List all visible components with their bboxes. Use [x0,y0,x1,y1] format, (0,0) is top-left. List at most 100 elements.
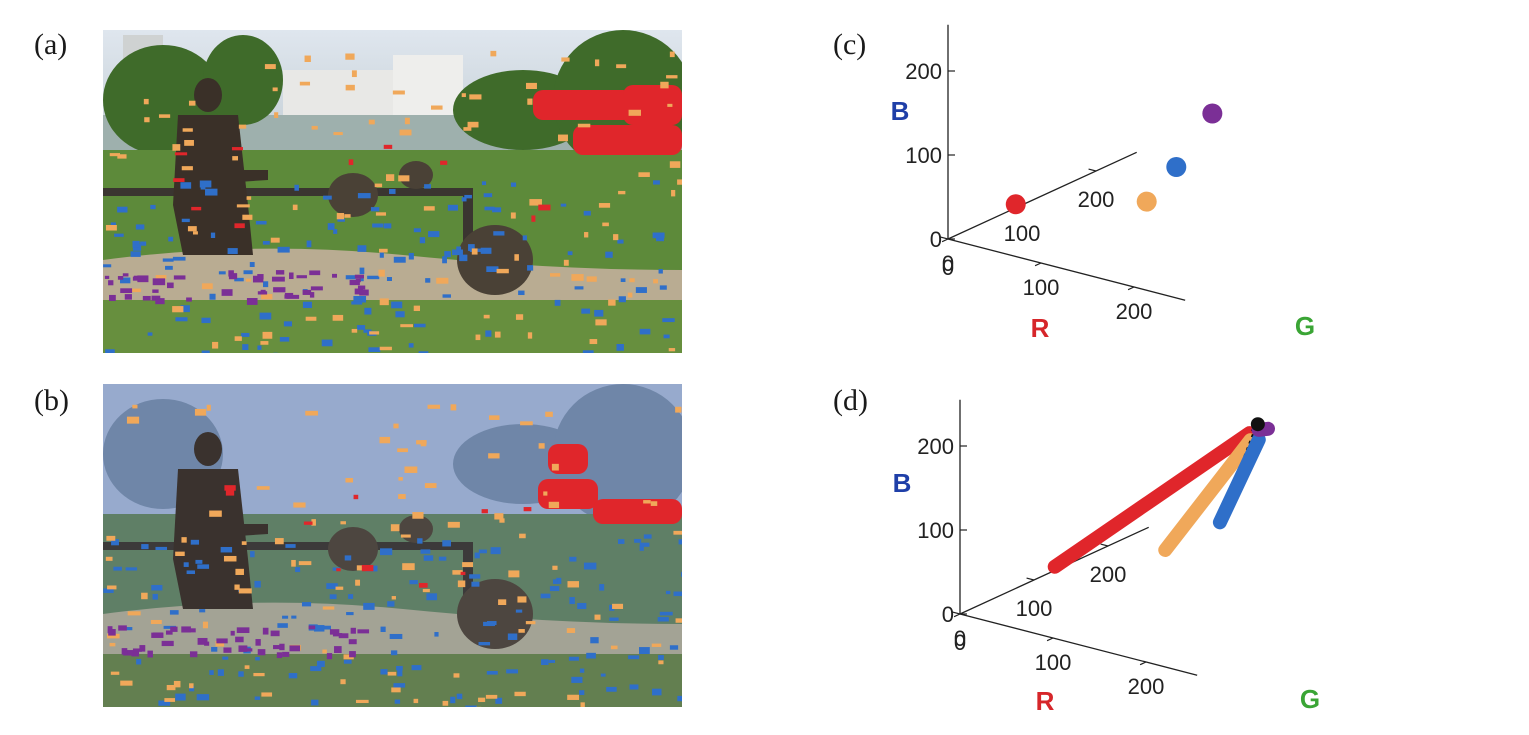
cluster-mark [391,301,403,309]
cluster-mark [190,628,196,633]
cluster-mark [462,562,474,568]
cluster-mark [152,593,158,600]
cluster-mark [222,656,229,660]
cluster-mark [263,281,269,288]
photo-clear-scene [103,30,682,353]
cluster-mark [488,453,500,459]
cluster-mark [663,334,670,339]
cluster-mark [379,346,392,351]
cluster-mark [172,306,184,313]
rgb-haze-lines-plot: 0 0 0 100 100 100 200 200 200 R G B [880,370,1320,716]
cluster-mark [234,584,240,590]
cluster-mark [250,551,255,558]
cluster-mark [234,223,245,229]
cluster-mark [264,64,276,70]
cluster-mark [336,568,341,572]
g-tick [940,236,949,240]
cluster-mark [400,324,413,328]
cluster-mark [408,252,414,260]
cluster-mark [209,293,216,300]
cluster-mark [540,593,551,599]
cluster-mark [120,288,133,293]
cluster-mark [460,571,466,576]
axis-line-r [947,238,1186,301]
rocks [328,515,533,649]
r-tick-label: 100 [1023,275,1060,300]
cluster-mark [141,592,148,600]
cluster-mark [311,125,318,130]
cluster-mark [469,574,481,579]
cluster-mark [150,619,162,624]
cluster-mark [489,415,500,420]
cluster-mark [658,655,664,660]
cluster-mark [538,443,545,449]
cluster-mark [302,301,312,309]
g-axis-label: G [1295,311,1315,341]
cluster-mark [282,651,290,657]
rocks [328,161,533,295]
r-axis-label: R [1036,686,1055,716]
cluster-mark [291,559,296,567]
cluster-mark [321,625,331,630]
cluster-mark [574,286,584,290]
cluster-mark [125,567,138,571]
cluster-mark [431,105,443,110]
cluster-mark [590,637,599,644]
cluster-mark [230,630,235,636]
cluster-mark [223,647,232,653]
cluster-mark [660,81,669,89]
b-axis-label: B [893,468,912,498]
cluster-mark [245,278,251,282]
cluster-mark [348,639,357,645]
cluster-mark [309,292,315,298]
cluster-mark [175,551,185,557]
cluster-mark [238,124,247,129]
cluster-mark [560,203,567,207]
cluster-mark [259,312,272,320]
cluster-mark [397,669,403,677]
cluster-mark [136,658,142,665]
cluster-mark [181,537,187,543]
cluster-mark [635,287,647,293]
cluster-mark [257,274,264,280]
cluster-mark [260,341,269,345]
cluster-mark [605,251,613,258]
cluster-mark [639,544,644,551]
b-tick-label: 100 [905,143,942,168]
cluster-mark [583,210,591,216]
cluster-mark [551,463,559,471]
cluster-mark [548,659,556,663]
cluster-mark [375,212,387,216]
cluster-mark [671,189,676,197]
cluster-mark [235,636,244,643]
cluster-mark [613,234,619,241]
cluster-mark [303,521,313,525]
cluster-mark [653,180,660,185]
cluster-mark [326,653,333,660]
cluster-mark [345,478,354,483]
cluster-mark [514,254,519,261]
cluster-mark [246,298,258,305]
cluster-mark [310,286,323,291]
cluster-mark [617,539,625,544]
cluster-mark [548,501,560,509]
cluster-mark [166,684,176,691]
g-axis-label: G [1300,684,1320,714]
cluster-mark [494,513,504,520]
r-tick-label: 200 [1116,299,1153,324]
cluster-mark [337,218,345,222]
cluster-mark [103,588,114,593]
cluster-mark [180,305,190,313]
cluster-mark [357,325,366,330]
b-tick-label: 0 [930,227,942,252]
cluster-marks-a [103,50,682,353]
cluster-mark [359,267,365,275]
cluster-mark [453,673,460,678]
cluster-mark [483,314,490,319]
cluster-mark [557,134,568,142]
cluster-mark [105,556,113,561]
cluster-mark [132,276,138,281]
cluster-mark [131,651,140,657]
cluster-mark [390,524,400,532]
cluster-mark [273,645,284,650]
